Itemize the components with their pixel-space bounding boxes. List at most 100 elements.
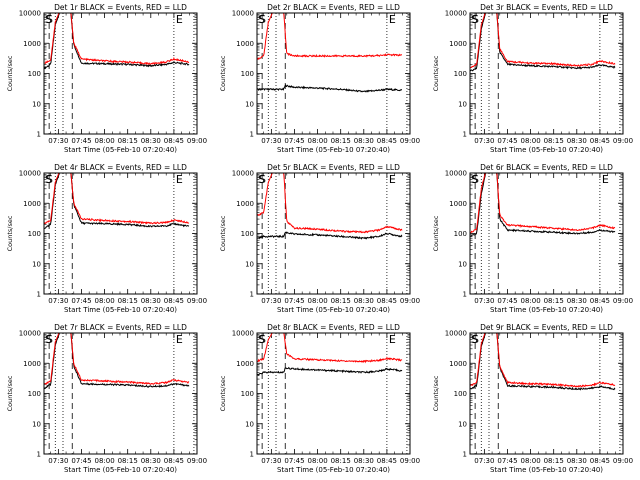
- x-tick-label: 08:00: [520, 457, 540, 465]
- end-marker-label: E: [602, 333, 609, 346]
- x-tick-label: 08:45: [377, 297, 397, 305]
- start-marker-label: S: [258, 333, 265, 346]
- y-tick-label: 10000: [232, 170, 254, 178]
- y-axis-label: Counts/sec: [432, 375, 440, 411]
- start-marker-label-overlap: S: [46, 173, 53, 186]
- x-tick-label: 07:30: [48, 297, 68, 305]
- y-axis-label: Counts/sec: [219, 215, 227, 251]
- start-marker-label: S: [258, 173, 265, 186]
- y-tick-label: 10000: [19, 330, 41, 338]
- x-tick-label: 08:15: [118, 137, 138, 145]
- start-marker-label-overlap: S: [46, 13, 53, 26]
- x-tick-label: 08:00: [94, 137, 114, 145]
- y-tick-label: 1000: [449, 40, 467, 48]
- x-tick-label: 08:45: [164, 297, 184, 305]
- start-marker-label: S: [471, 173, 478, 186]
- series-group: [44, 173, 190, 230]
- x-tick-label: 09:00: [613, 457, 633, 465]
- x-tick-label: 09:00: [613, 137, 633, 145]
- lld-series-line: [44, 333, 190, 386]
- x-tick-label: 08:45: [164, 137, 184, 145]
- x-tick-label: 07:30: [48, 457, 68, 465]
- x-tick-label: 07:45: [284, 137, 304, 145]
- x-axis-label: Start Time (05-Feb-10 07:20:40): [490, 306, 603, 314]
- y-tick-label: 10000: [232, 10, 254, 18]
- lld-series-line: [470, 13, 616, 69]
- events-series-line: [44, 173, 190, 230]
- y-axis-label: Counts/sec: [6, 215, 14, 251]
- panel-det-3: Det 3r BLACK = Events, RED = LLD 1 10 100 10…: [432, 3, 633, 154]
- events-series-line: [257, 231, 403, 240]
- end-marker-label: E: [389, 333, 396, 346]
- y-tick-label: 1: [37, 291, 41, 299]
- events-series-line: [470, 333, 616, 391]
- end-marker-label: E: [389, 13, 396, 26]
- x-tick-label: 09:00: [613, 297, 633, 305]
- y-tick-label: 1: [37, 451, 41, 459]
- lld-series-line: [257, 333, 403, 364]
- x-tick-label: 08:45: [590, 137, 610, 145]
- x-tick-label: 08:00: [307, 457, 327, 465]
- plot-frame: [469, 332, 624, 455]
- y-tick-label: 10000: [445, 170, 467, 178]
- y-tick-label: 10: [458, 260, 467, 268]
- y-tick-label: 10: [32, 100, 41, 108]
- x-tick-label: 09:00: [187, 297, 207, 305]
- plot-frame: [256, 12, 411, 135]
- x-tick-label: 07:45: [284, 457, 304, 465]
- events-series-line: [257, 84, 403, 93]
- x-tick-label: 07:45: [284, 297, 304, 305]
- y-tick-label: 10: [245, 100, 254, 108]
- end-marker-label: E: [176, 173, 183, 186]
- series-group: [257, 173, 403, 240]
- y-tick-label: 100: [28, 230, 41, 238]
- x-tick-label: 07:30: [474, 457, 494, 465]
- x-tick-label: 09:00: [400, 137, 420, 145]
- y-tick-label: 10000: [445, 10, 467, 18]
- panel-det-6: Det 6r BLACK = Events, RED = LLD 1 10 100 10…: [432, 163, 633, 314]
- start-marker-label-overlap: S: [259, 173, 266, 186]
- end-marker-label: E: [176, 13, 183, 26]
- y-tick-label: 10: [32, 420, 41, 428]
- events-series-line: [470, 173, 616, 237]
- y-tick-label: 1000: [236, 200, 254, 208]
- y-tick-label: 1: [250, 131, 254, 139]
- x-tick-label: 08:00: [94, 457, 114, 465]
- y-tick-label: 100: [454, 390, 467, 398]
- plot-frame: [469, 12, 624, 135]
- y-axis-label: Counts/sec: [6, 55, 14, 91]
- y-tick-label: 1: [250, 451, 254, 459]
- y-tick-label: 1000: [449, 200, 467, 208]
- y-tick-label: 100: [28, 390, 41, 398]
- lld-series-line: [470, 333, 616, 388]
- x-axis-label: Start Time (05-Feb-10 07:20:40): [64, 306, 177, 314]
- panel-title: Det 9r BLACK = Events, RED = LLD: [480, 323, 613, 332]
- x-axis-label: Start Time (05-Feb-10 07:20:40): [64, 146, 177, 154]
- panel-title: Det 1r BLACK = Events, RED = LLD: [54, 3, 187, 12]
- x-tick-label: 09:00: [400, 297, 420, 305]
- panel-det-4: Det 4r BLACK = Events, RED = LLD 1 10 100 10…: [6, 163, 207, 314]
- y-tick-label: 1: [250, 291, 254, 299]
- y-tick-label: 100: [241, 230, 254, 238]
- panel-det-2: Det 2r BLACK = Events, RED = LLD 1 10 100 10…: [219, 3, 420, 154]
- panel-det-7: Det 7r BLACK = Events, RED = LLD 1 10 100 10…: [6, 323, 207, 474]
- series-group: [470, 173, 616, 237]
- lld-series-line: [257, 13, 402, 60]
- x-tick-label: 07:45: [71, 137, 91, 145]
- panel-det-9: Det 9r BLACK = Events, RED = LLD 1 10 100 10…: [432, 323, 633, 474]
- x-tick-label: 07:30: [474, 297, 494, 305]
- x-tick-label: 08:15: [544, 137, 564, 145]
- x-axis-label: Start Time (05-Feb-10 07:20:40): [277, 466, 390, 474]
- events-series-line: [257, 366, 403, 377]
- x-tick-label: 08:00: [307, 137, 327, 145]
- x-tick-label: 08:45: [164, 457, 184, 465]
- start-marker-label-overlap: S: [472, 173, 479, 186]
- y-tick-label: 10: [32, 260, 41, 268]
- panel-title: Det 4r BLACK = Events, RED = LLD: [54, 163, 187, 172]
- y-tick-label: 100: [241, 390, 254, 398]
- plot-frame: [43, 332, 198, 455]
- start-marker-label: S: [258, 13, 265, 26]
- end-marker-label: E: [176, 333, 183, 346]
- series-group: [44, 333, 190, 390]
